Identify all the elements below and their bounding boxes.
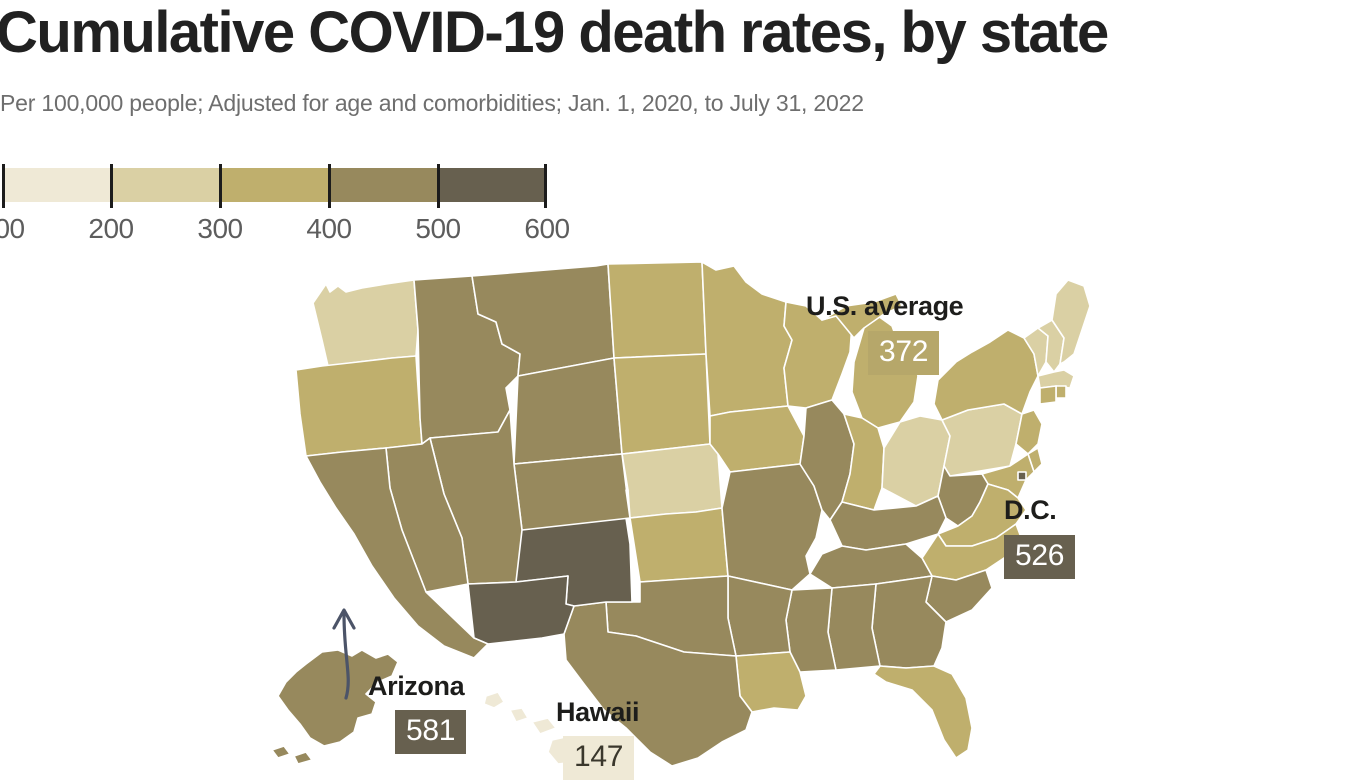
state-SD[interactable] [613,353,711,455]
callout-hawaii-label: Hawaii [556,697,640,727]
state-DC[interactable] [1017,471,1027,481]
arizona-pointer-arrow [332,608,356,700]
state-AK-aleutians-2[interactable] [293,751,313,765]
legend-label-600: 600 [524,213,570,244]
state-TX[interactable] [563,601,753,767]
state-AK-aleutians[interactable] [271,745,291,759]
callout-dc: D.C. 526 [1004,494,1076,579]
state-IA[interactable] [709,405,805,473]
legend-band-300-400 [220,168,329,202]
callout-hawaii-value: 147 [563,736,635,780]
state-AZ[interactable] [467,575,575,645]
state-HI-maui[interactable] [531,717,557,735]
us-choropleth-map[interactable] [266,258,1096,770]
state-CT[interactable] [1039,385,1057,405]
state-AR[interactable] [727,575,793,657]
state-FL[interactable] [873,665,973,759]
state-HI-kauai[interactable] [483,691,505,709]
chart-subtitle: Per 100,000 people; Adjusted for age and… [0,90,864,116]
legend-color-bar [2,168,547,202]
state-AK[interactable] [277,649,399,747]
callout-dc-value: 526 [1004,535,1076,579]
state-MN[interactable] [701,261,793,417]
state-WA[interactable] [312,279,419,367]
callout-hawaii: Hawaii 147 [556,696,640,780]
legend-band-400-500 [329,168,438,202]
state-HI-oahu[interactable] [509,707,529,723]
callout-arizona-value: 581 [395,710,467,754]
page-title: Cumulative COVID-19 death rates, by stat… [0,0,1109,65]
callout-arizona-label: Arizona [368,671,465,701]
state-NE[interactable] [621,443,723,519]
legend-label-500: 500 [415,213,461,244]
state-OR[interactable] [295,355,423,457]
legend-tick-labels: 100 200 300 400 500 600 [0,212,622,252]
state-WY[interactable] [513,357,623,465]
state-MT[interactable] [471,263,615,377]
callout-arizona-value-wrap: 581 [395,710,467,754]
legend-band-500-600 [438,168,547,202]
callout-hawaii-value-wrap: 147 [563,736,639,780]
legend-band-200-300 [111,168,220,202]
state-KS[interactable] [629,507,729,583]
callout-us-average: U.S. average 372 [806,290,964,375]
legend-label-300: 300 [197,213,243,244]
callout-dc-value-wrap: 526 [1004,535,1076,579]
states-layer[interactable] [271,261,1091,767]
state-MO[interactable] [721,463,823,591]
legend-label-100: 100 [0,213,25,244]
color-scale-legend: 100 200 300 400 500 600 [0,164,602,254]
legend-label-400: 400 [306,213,352,244]
state-KY[interactable] [829,495,947,551]
state-CO[interactable] [513,453,631,531]
state-RI[interactable] [1055,385,1067,399]
callout-dc-label: D.C. [1004,495,1057,525]
state-NJ[interactable] [1015,409,1043,455]
legend-band-100-200 [2,168,111,202]
callout-us-average-value-wrap: 372 [868,331,963,375]
callout-us-average-value: 372 [868,331,940,375]
state-IN[interactable] [841,413,885,511]
state-ME[interactable] [1051,279,1091,365]
callout-us-average-label: U.S. average [806,291,964,321]
callout-arizona: Arizona 581 [368,670,467,754]
state-MI-upper[interactable] [821,293,903,339]
state-CA[interactable] [305,447,489,659]
legend-label-200: 200 [88,213,134,244]
state-ND[interactable] [607,261,707,359]
state-AL[interactable] [827,583,881,671]
us-map-svg[interactable] [266,258,1096,770]
